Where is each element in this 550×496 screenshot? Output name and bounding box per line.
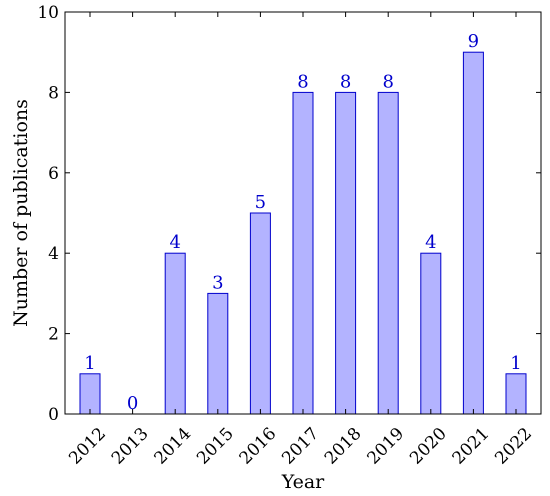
value-label-2019: 8 xyxy=(382,71,393,92)
x-tick-label-2016: 2016 xyxy=(236,424,281,469)
bars xyxy=(79,51,527,415)
bar-2017 xyxy=(292,91,314,415)
bar-2012 xyxy=(79,373,101,415)
bar-2014 xyxy=(164,252,186,415)
x-tick-label-2013: 2013 xyxy=(108,424,153,469)
value-labels: 1 0 4 3 5 8 8 8 4 9 1 xyxy=(84,31,521,414)
value-label-2017: 8 xyxy=(297,71,308,92)
value-label-2016: 5 xyxy=(255,192,266,213)
value-label-2012: 1 xyxy=(84,353,95,374)
x-tick-label-2017: 2017 xyxy=(278,424,323,469)
x-axis-title: Year xyxy=(281,471,325,493)
x-tick-label-2019: 2019 xyxy=(363,424,408,469)
value-label-2018: 8 xyxy=(340,71,351,92)
bar-2022 xyxy=(505,373,527,415)
x-tick-label-2014: 2014 xyxy=(150,424,195,469)
x-tick-label-2020: 2020 xyxy=(406,424,451,469)
x-tick-label-2022: 2022 xyxy=(491,424,536,469)
x-tick-label-2015: 2015 xyxy=(193,424,238,469)
y-tick-label-8: 8 xyxy=(48,83,59,103)
x-tick-label-2012: 2012 xyxy=(65,424,110,469)
value-label-2021: 9 xyxy=(468,31,479,52)
y-axis-title: Number of publications xyxy=(10,99,32,327)
y-tick-label-0: 0 xyxy=(48,405,59,425)
x-tick-label-2021: 2021 xyxy=(449,424,494,469)
plot-frame xyxy=(64,11,542,415)
value-label-2022: 1 xyxy=(510,353,521,374)
bar-2016 xyxy=(249,212,271,415)
y-tick-label-6: 6 xyxy=(48,164,59,184)
x-tick-label-2018: 2018 xyxy=(321,424,366,469)
y-tick-label-10: 10 xyxy=(37,3,59,23)
bar-2020 xyxy=(420,252,442,415)
bar-2015 xyxy=(207,292,229,415)
bar-2021 xyxy=(462,51,484,415)
value-label-2014: 4 xyxy=(169,232,180,253)
y-tick-label-2: 2 xyxy=(48,325,59,345)
value-label-2015: 3 xyxy=(212,272,223,293)
value-label-2020: 4 xyxy=(425,232,436,253)
y-tick-label-4: 4 xyxy=(48,244,59,264)
bar-2019 xyxy=(377,91,399,415)
bar-2018 xyxy=(335,91,357,415)
value-label-2013: 0 xyxy=(127,393,138,414)
